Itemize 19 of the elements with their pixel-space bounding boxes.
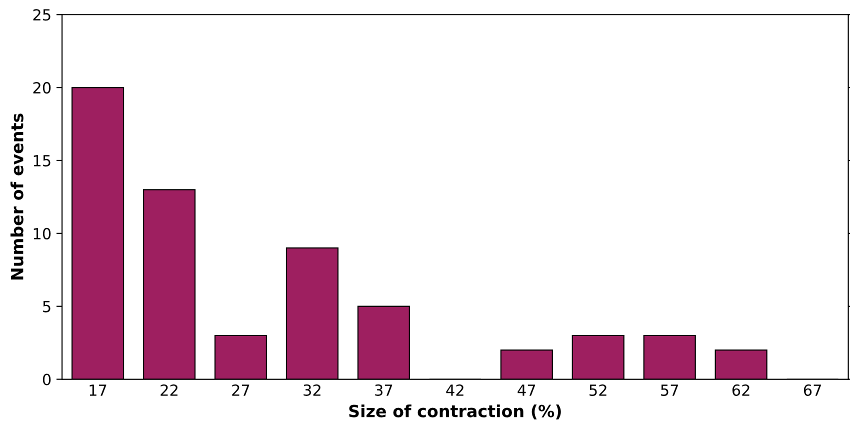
x-tick-label: 67 — [804, 384, 821, 396]
x-tick-label: 47 — [518, 384, 536, 396]
y-tick-label: 10 — [34, 228, 51, 240]
x-tick-label: 17 — [90, 384, 106, 396]
x-tick-label: 52 — [590, 384, 606, 396]
y-tick-label: 15 — [34, 155, 50, 166]
y-tick-label: 5 — [43, 301, 50, 312]
y-axis-title: Number of events — [10, 114, 24, 280]
x-tick-label: 27 — [232, 384, 250, 396]
x-tick-label: 57 — [661, 384, 678, 396]
y-tick-label: 20 — [33, 82, 51, 94]
x-tick-label: 62 — [732, 384, 750, 396]
x-tick-label: 22 — [160, 384, 178, 396]
y-tick-label: 0 — [42, 374, 51, 386]
x-tick-label: 42 — [446, 384, 464, 396]
x-tick-label: 37 — [375, 384, 392, 396]
x-axis-title: Size of contraction (%) — [349, 404, 561, 420]
x-tick-label: 32 — [304, 384, 320, 396]
y-tick-label: 25 — [33, 9, 50, 21]
